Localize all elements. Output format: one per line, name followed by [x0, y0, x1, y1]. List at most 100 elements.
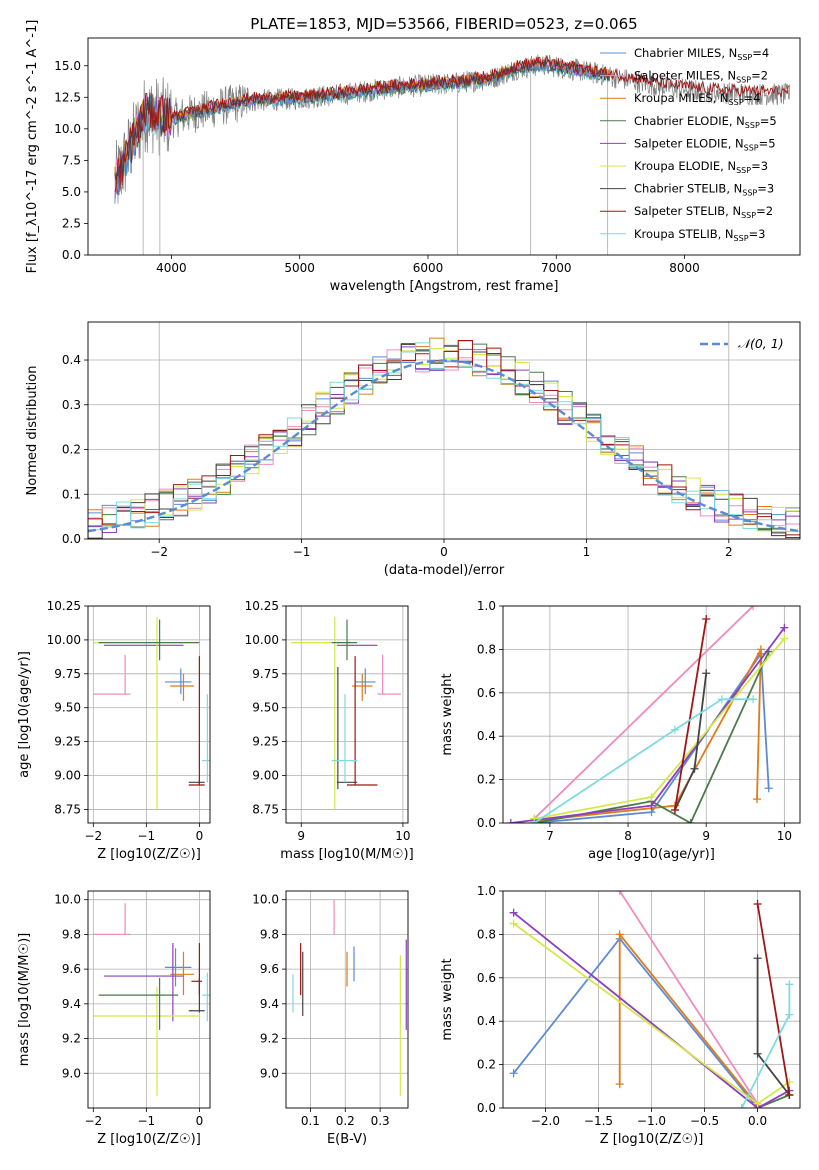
x-tick-label: −1: [137, 1114, 155, 1128]
legend-label-subscript: SSP: [734, 234, 749, 243]
mass-weight-point-marker: [615, 930, 624, 939]
legend-label-text: Chabrier MILES, N: [634, 46, 737, 60]
axes-frame: [87, 605, 211, 824]
x-tick-label: 9: [297, 829, 305, 843]
legend-label: Salpeter STELIB, NSSP=2: [634, 204, 773, 220]
mass-weight-point-marker: [506, 819, 515, 823]
massweight-vs-Z-plot-area: [509, 891, 794, 1108]
legend-label-subscript: SSP: [745, 121, 760, 130]
mass-weight-point-marker: [690, 764, 699, 773]
legend-label-value: =3: [757, 182, 774, 196]
x-tick-label: 9: [702, 829, 710, 843]
mass-weight-point-marker: [717, 695, 726, 704]
x-tick-label: 4000: [156, 261, 187, 275]
mass-weight-point-marker: [753, 795, 762, 804]
legend-label-text: Chabrier ELODIE, N: [634, 114, 745, 128]
legend-label: Salpeter MILES, NSSP=2: [634, 69, 768, 85]
y-tick-label: 0.4: [477, 1014, 496, 1028]
x-tick-label: 8000: [669, 261, 700, 275]
mass-weight-point-marker: [737, 1104, 746, 1108]
y-tick-label: 9.4: [62, 997, 81, 1011]
legend-label-value: =2: [751, 69, 768, 83]
y-tick-label: 5.0: [62, 185, 81, 199]
age-vs-mass-plot-area: [291, 616, 401, 810]
mass-weight-series-line: [618, 891, 759, 1105]
mass-weight-series-line: [534, 637, 786, 820]
y-tick-label: 0.4: [477, 729, 496, 743]
massweight-vs-Z-chart: −2.0 −1.5 −1.0 −0.5 0.0 0.0 0.2 0.4 0.6 0.8 1.0 Z […: [440, 884, 801, 1147]
x-tick-label: 0: [440, 545, 448, 559]
mass-vs-EBV-chart: 0.1 0.2 0.3 9.0 9.2 9.4 9.6 9.8 10.0 E(B-V): [252, 890, 409, 1147]
y-tick-label: 9.00: [252, 769, 279, 783]
age-vs-mass-chart: 9 10 8.75 9.00 9.25 9.50 9.75 10.00 10.25 mass [l…: [245, 599, 414, 862]
y-tick-label: 9.8: [260, 927, 279, 941]
y-tick-label: 0.0: [477, 816, 496, 830]
y-tick-label: 0.0: [477, 1101, 496, 1115]
x-tick-label: 0: [196, 1114, 204, 1128]
legend-label: Kroupa MILES, NSSP=4: [634, 91, 760, 107]
x-tick-label: 0.3: [371, 1114, 390, 1128]
mass-weight-point-marker: [753, 1099, 762, 1108]
y-tick-label: 10.00: [47, 633, 81, 647]
x-axis-label: Z [log10(Z/Z☉)]: [97, 1132, 201, 1147]
y-tick-label: 0.0: [62, 248, 81, 262]
legend-label-subscript: SSP: [737, 53, 752, 62]
mass-weight-point-marker: [749, 606, 758, 610]
x-axis-label: Z [log10(Z/Z☉)]: [600, 1132, 704, 1147]
y-tick-label: 9.2: [62, 1032, 81, 1046]
legend-label-value: =5: [759, 136, 776, 150]
x-tick-label: −2: [150, 545, 168, 559]
mass-weight-point-marker: [785, 1090, 794, 1099]
y-tick-label: 8.75: [54, 802, 81, 816]
x-tick-label: −2: [84, 1114, 102, 1128]
mass-weight-series-line: [513, 911, 790, 1108]
y-tick-label: 1.0: [477, 884, 496, 898]
y-tick-label: 0.1: [62, 487, 81, 501]
axes-frame: [87, 321, 801, 540]
y-axis-label: Normed distribution: [25, 366, 40, 496]
y-tick-label: 9.4: [260, 997, 279, 1011]
legend-label-subscript: SSP: [736, 166, 751, 175]
mass-weight-series-line: [534, 648, 762, 822]
age-vs-Z-chart: −2 −1 0 8.75 9.00 9.25 9.50 9.75 10.00 10.25 Z [lo…: [17, 599, 211, 862]
mass-weight-point-marker: [780, 623, 789, 632]
mass-weight-point-marker: [686, 819, 695, 823]
y-tick-label: 8.75: [252, 802, 279, 816]
x-axis-label: E(B-V): [327, 1132, 367, 1147]
mass-weight-point-marker: [764, 784, 773, 793]
y-tick-label: 9.50: [54, 701, 81, 715]
massweight-vs-age-chart: 7 8 9 10 0.0 0.2 0.4 0.6 0.8 1.0 age [log10(age/yr…: [440, 599, 801, 862]
mass-weight-series-line: [618, 931, 759, 1107]
x-tick-label: 6000: [413, 261, 444, 275]
legend-label-subscript: SSP: [744, 143, 759, 152]
x-axis-label: wavelength [Angstrom, rest frame]: [330, 279, 559, 294]
y-tick-label: 15.0: [54, 59, 81, 73]
x-tick-label: 1: [583, 545, 591, 559]
y-tick-label: 9.25: [54, 735, 81, 749]
x-tick-label: 10: [395, 829, 410, 843]
x-tick-label: 0.0: [748, 1114, 767, 1128]
y-tick-label: 9.75: [54, 667, 81, 681]
x-tick-label: −2: [84, 829, 102, 843]
y-tick-label: 9.25: [252, 735, 279, 749]
legend-label-text: Salpeter MILES, N: [634, 69, 736, 83]
x-tick-label: −1: [293, 545, 311, 559]
legend-label-value: =4: [744, 91, 761, 105]
legend-label-text: Kroupa MILES, N: [634, 91, 729, 105]
mass-weight-point-marker: [615, 891, 624, 895]
legend-label-value: =5: [760, 114, 777, 128]
x-tick-label: 7000: [541, 261, 572, 275]
axes-frame: [285, 605, 409, 824]
mass-weight-point-marker: [753, 954, 762, 963]
mass-weight-point-marker: [670, 805, 679, 814]
x-tick-label: −1: [137, 829, 155, 843]
x-tick-label: −0.5: [690, 1114, 719, 1128]
y-tick-label: 0.2: [62, 443, 81, 457]
mass-weight-point-marker: [647, 801, 656, 810]
residual-histogram: [88, 342, 800, 535]
y-tick-label: 0.4: [62, 353, 81, 367]
mass-vs-Z-chart: −2 −1 0 9.0 9.2 9.4 9.6 9.8 10.0 Z [log10(Z/Z☉)] m…: [17, 890, 211, 1147]
y-tick-label: 0.8: [477, 927, 496, 941]
y-axis-label: mass weight: [440, 673, 455, 755]
